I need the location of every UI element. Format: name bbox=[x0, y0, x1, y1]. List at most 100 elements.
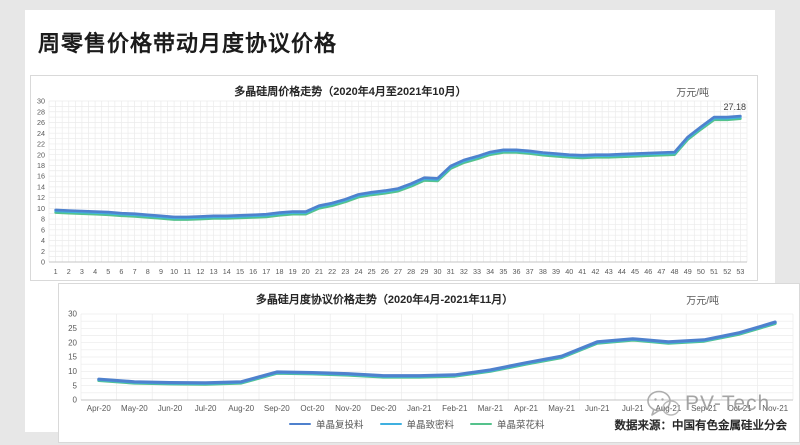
legend-swatch-green bbox=[470, 422, 493, 426]
end-data-label: 27.18 bbox=[723, 102, 746, 112]
x-tick-label: 44 bbox=[618, 267, 626, 276]
x-tick-label: 53 bbox=[736, 267, 744, 276]
y-tick-label: 5 bbox=[73, 381, 78, 390]
monthly-chart-title: 多晶硅月度协议价格走势（2020年4月-2021年11月） bbox=[255, 294, 514, 306]
legend-label: 单晶复投料 bbox=[316, 420, 364, 431]
x-tick-label: Nov-21 bbox=[762, 404, 788, 413]
x-tick-label: 6 bbox=[119, 267, 123, 276]
x-tick-label: 11 bbox=[184, 267, 191, 276]
x-tick-label: Aug-20 bbox=[228, 404, 254, 413]
y-tick-label: 30 bbox=[37, 97, 45, 106]
x-tick-label: 40 bbox=[565, 267, 573, 276]
x-tick-label: 33 bbox=[473, 267, 481, 276]
x-tick-label: Jun-21 bbox=[585, 404, 610, 413]
x-tick-label: 27 bbox=[394, 267, 402, 276]
x-tick-label: 49 bbox=[684, 267, 692, 276]
y-tick-label: 12 bbox=[37, 193, 45, 202]
x-tick-label: Oct-21 bbox=[728, 404, 753, 413]
x-tick-label: 48 bbox=[671, 267, 679, 276]
x-tick-label: 18 bbox=[275, 267, 283, 276]
y-tick-label: 8 bbox=[41, 215, 45, 224]
y-tick-label: 30 bbox=[68, 310, 77, 319]
y-tick-label: 20 bbox=[37, 150, 45, 159]
x-tick-label: May-21 bbox=[548, 404, 575, 413]
x-tick-label: 47 bbox=[657, 267, 665, 276]
monthly-chart-header: 多晶硅月度协议价格走势（2020年4月-2021年11月） 万元/吨 bbox=[59, 284, 799, 307]
y-tick-label: 25 bbox=[68, 324, 77, 333]
x-tick-label: 42 bbox=[592, 267, 600, 276]
x-tick-label: Jan-21 bbox=[407, 404, 432, 413]
x-tick-label: Jun-20 bbox=[158, 404, 183, 413]
x-tick-label: 3 bbox=[80, 267, 84, 276]
y-tick-label: 6 bbox=[41, 225, 45, 234]
x-tick-label: 15 bbox=[236, 267, 244, 276]
x-tick-label: 50 bbox=[697, 267, 705, 276]
x-tick-label: 32 bbox=[460, 267, 468, 276]
weekly-price-chart-card: 多晶硅周价格走势（2020年4月至2021年10月） 万元/吨 0 2 4 6 8 10 1… bbox=[30, 75, 758, 281]
x-tick-label: Dec-20 bbox=[371, 404, 397, 413]
y-tick-label: 18 bbox=[37, 161, 45, 170]
y-tick-label: 10 bbox=[37, 204, 45, 213]
x-tick-label: 31 bbox=[447, 267, 455, 276]
legend-row: 单晶复投料 单晶致密料 单晶菜花料 bbox=[59, 416, 799, 432]
weekly-chart-header: 多晶硅周价格走势（2020年4月至2021年10月） 万元/吨 bbox=[31, 76, 757, 99]
legend-swatch-lightblue bbox=[379, 422, 402, 426]
x-tick-label: 43 bbox=[605, 267, 613, 276]
y-tick-label: 14 bbox=[37, 182, 45, 191]
y-tick-label: 24 bbox=[37, 129, 45, 138]
x-tick-label: 2 bbox=[67, 267, 71, 276]
x-tick-label: 37 bbox=[526, 267, 534, 276]
x-tick-label: 9 bbox=[159, 267, 163, 276]
x-tick-label: Oct-20 bbox=[300, 404, 325, 413]
x-tick-label: 22 bbox=[328, 267, 336, 276]
x-tick-label: 23 bbox=[341, 267, 349, 276]
y-tick-label: 10 bbox=[68, 367, 77, 376]
y-tick-label: 22 bbox=[37, 140, 45, 149]
monthly-price-chart-card: 多晶硅月度协议价格走势（2020年4月-2021年11月） 万元/吨 0 5 10 1… bbox=[58, 283, 800, 443]
legend-swatch-blue bbox=[289, 422, 311, 426]
y-tick-label: 0 bbox=[73, 396, 78, 405]
x-tick-label: Mar-21 bbox=[478, 404, 504, 413]
x-tick-label: 26 bbox=[381, 267, 389, 276]
x-tick-label: 34 bbox=[486, 267, 494, 276]
y-tick-label: 0 bbox=[41, 258, 45, 267]
legend-item-futoaliao: 单晶复投料 bbox=[289, 417, 364, 431]
x-tick-label: Apr-20 bbox=[87, 404, 112, 413]
x-tick-label: Sep-20 bbox=[264, 404, 290, 413]
y-tick-label: 4 bbox=[41, 236, 45, 245]
x-tick-label: 21 bbox=[315, 267, 323, 276]
x-tick-label: 4 bbox=[93, 267, 97, 276]
x-tick-label: 24 bbox=[354, 267, 362, 276]
x-tick-label: 38 bbox=[539, 267, 547, 276]
legend-label: 单晶菜花料 bbox=[497, 420, 545, 431]
y-tick-label: 15 bbox=[68, 353, 77, 362]
x-tick-label: 41 bbox=[578, 267, 586, 276]
x-tick-label: 5 bbox=[106, 267, 110, 276]
x-tick-label: 19 bbox=[289, 267, 297, 276]
y-tick-label: 28 bbox=[37, 107, 45, 116]
x-tick-label: 7 bbox=[133, 267, 137, 276]
monthly-chart-plot: 0 5 10 15 20 25 30 Apr-20 May-20 Jun-20 Jul-20 Aug-… bbox=[68, 310, 794, 413]
x-tick-label: 29 bbox=[420, 267, 428, 276]
weekly-chart-title: 多晶硅周价格走势（2020年4月至2021年10月） bbox=[234, 86, 467, 98]
legend-item-zhimiliao: 单晶致密料 bbox=[379, 417, 454, 431]
x-tick-label: Feb-21 bbox=[442, 404, 468, 413]
x-tick-label: 45 bbox=[631, 267, 639, 276]
x-tick-label: 13 bbox=[210, 267, 218, 276]
x-tick-label: 52 bbox=[723, 267, 731, 276]
x-tick-label: 39 bbox=[552, 267, 560, 276]
x-tick-label: Jul-20 bbox=[195, 404, 217, 413]
y-tick-label: 26 bbox=[37, 118, 45, 127]
x-tick-label: 35 bbox=[499, 267, 507, 276]
x-tick-label: 20 bbox=[302, 267, 310, 276]
weekly-chart-unit: 万元/吨 bbox=[676, 88, 709, 99]
x-tick-label: 30 bbox=[434, 267, 442, 276]
series-line-单晶菜花料 bbox=[54, 117, 742, 221]
x-tick-label: Sep-21 bbox=[691, 404, 717, 413]
page-title: 周零售价格带动月度协议价格 bbox=[38, 31, 338, 56]
x-tick-label: 25 bbox=[368, 267, 376, 276]
y-tick-label: 2 bbox=[41, 247, 45, 256]
series-line-单晶复投料 bbox=[54, 114, 742, 219]
